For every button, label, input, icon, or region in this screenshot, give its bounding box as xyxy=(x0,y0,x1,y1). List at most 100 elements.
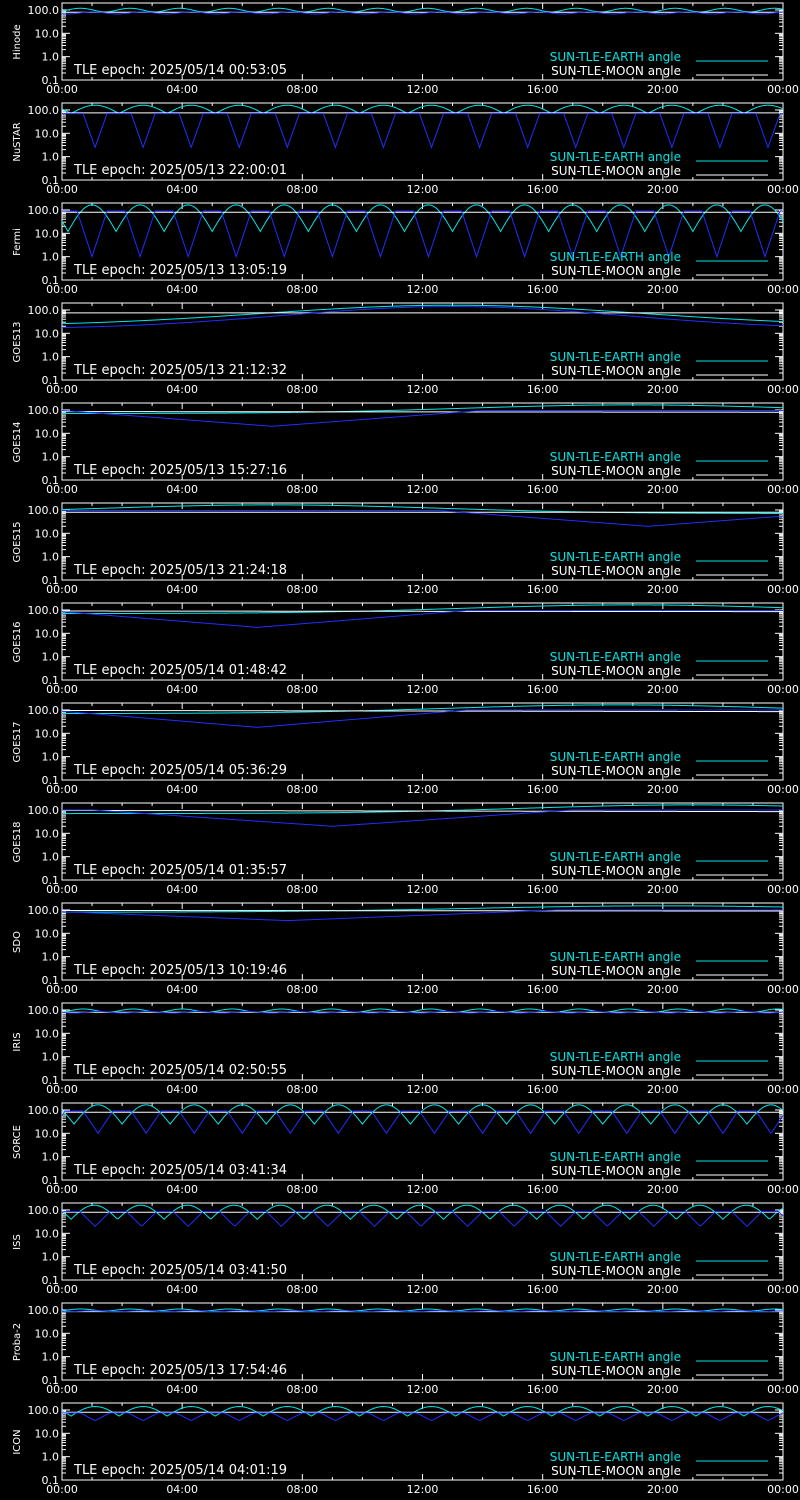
y-tick-label: 0.1 xyxy=(42,1074,60,1087)
x-tick-label: 00:00 xyxy=(767,1483,799,1496)
x-tick-label: 00:00 xyxy=(767,183,799,196)
x-tick-label: 16:00 xyxy=(527,983,559,996)
x-tick-label: 04:00 xyxy=(166,483,198,496)
x-tick-label: 00:00 xyxy=(767,883,799,896)
y-tick-label: 1.0 xyxy=(42,151,60,164)
x-tick-label: 00:00 xyxy=(46,783,78,796)
x-tick-label: 16:00 xyxy=(527,83,559,96)
y-tick-label: 10.0 xyxy=(35,827,60,840)
x-tick-label: 08:00 xyxy=(286,783,318,796)
x-tick-label: 16:00 xyxy=(527,283,559,296)
y-tick-label: 100.0 xyxy=(28,1004,60,1017)
legend-earth-label: SUN-TLE-EARTH angle xyxy=(550,50,681,64)
x-tick-label: 00:00 xyxy=(767,83,799,96)
x-tick-label: 00:00 xyxy=(767,1083,799,1096)
sun-tle-earth-line xyxy=(61,104,784,115)
tle-epoch-label: TLE epoch: 2025/05/13 22:00:01 xyxy=(73,163,287,178)
y-tick-label: 10.0 xyxy=(35,527,60,540)
x-tick-label: 16:00 xyxy=(527,583,559,596)
tle-epoch-label: TLE epoch: 2025/05/14 05:36:29 xyxy=(73,763,287,778)
x-tick-label: 08:00 xyxy=(286,1483,318,1496)
y-tick-label: 0.1 xyxy=(42,74,60,87)
satellite-axis-label: NuSTAR xyxy=(12,122,23,161)
y-tick-label: 100.0 xyxy=(28,4,60,17)
satellite-axis-label: IRIS xyxy=(12,1032,23,1051)
x-tick-label: 16:00 xyxy=(527,883,559,896)
legend-earth-label: SUN-TLE-EARTH angle xyxy=(550,1150,681,1164)
x-tick-label: 00:00 xyxy=(46,483,78,496)
legend-earth-label: SUN-TLE-EARTH angle xyxy=(550,450,681,464)
legend-earth-label: SUN-TLE-EARTH angle xyxy=(550,150,681,164)
satellite-axis-label: SORCE xyxy=(12,1125,23,1159)
x-tick-label: 00:00 xyxy=(767,1183,799,1196)
blue-angle-line xyxy=(61,306,784,329)
x-tick-label: 08:00 xyxy=(286,83,318,96)
satellite-axis-label: ICON xyxy=(12,1429,23,1454)
y-tick-label: 1.0 xyxy=(42,1251,60,1264)
y-tick-label: 10.0 xyxy=(35,1127,60,1140)
x-tick-label: 20:00 xyxy=(647,1083,679,1096)
x-tick-label: 08:00 xyxy=(286,1083,318,1096)
y-tick-label: 1.0 xyxy=(42,851,60,864)
x-tick-label: 00:00 xyxy=(46,683,78,696)
tle-epoch-label: TLE epoch: 2025/05/14 04:01:19 xyxy=(73,1463,287,1478)
y-tick-label: 0.1 xyxy=(42,874,60,887)
tle-epoch-label: TLE epoch: 2025/05/13 15:27:16 xyxy=(73,463,287,478)
x-tick-label: 12:00 xyxy=(407,683,439,696)
y-tick-label: 10.0 xyxy=(35,1327,60,1340)
x-tick-label: 20:00 xyxy=(647,583,679,596)
y-tick-label: 0.1 xyxy=(42,374,60,387)
x-tick-label: 20:00 xyxy=(647,1483,679,1496)
legend-earth-label: SUN-TLE-EARTH angle xyxy=(550,1250,681,1264)
x-tick-label: 12:00 xyxy=(407,283,439,296)
y-tick-label: 10.0 xyxy=(35,327,60,340)
blue-angle-line xyxy=(62,210,783,259)
x-tick-label: 00:00 xyxy=(46,983,78,996)
y-tick-label: 1.0 xyxy=(42,251,60,264)
satellite-axis-label: ISS xyxy=(12,1234,23,1250)
chart-panel-goes17: 100.010.01.00.100:00 04:00 08:00 12:00 16:00… xyxy=(12,702,799,796)
legend-moon-label: SUN-TLE-MOON angle xyxy=(551,764,681,778)
x-tick-label: 04:00 xyxy=(166,1483,198,1496)
sun-tle-earth-line xyxy=(61,1308,784,1312)
x-tick-label: 04:00 xyxy=(166,1283,198,1296)
x-tick-label: 00:00 xyxy=(767,383,799,396)
satellite-axis-label: GOES13 xyxy=(12,321,23,362)
blue-angle-line xyxy=(61,1211,784,1227)
y-tick-label: 10.0 xyxy=(35,927,60,940)
y-tick-label: 1.0 xyxy=(42,451,60,464)
y-tick-label: 100.0 xyxy=(28,304,60,317)
x-tick-label: 16:00 xyxy=(527,783,559,796)
x-tick-label: 16:00 xyxy=(527,183,559,196)
x-tick-label: 08:00 xyxy=(286,883,318,896)
x-tick-label: 00:00 xyxy=(46,1083,78,1096)
satellite-axis-label: GOES17 xyxy=(12,721,23,762)
x-tick-label: 08:00 xyxy=(286,683,318,696)
chart-panel-fermi: 100.010.01.00.100:00 04:00 08:00 12:00 16:00… xyxy=(12,202,799,296)
x-tick-label: 20:00 xyxy=(647,683,679,696)
y-tick-label: 1.0 xyxy=(42,551,60,564)
legend-moon-label: SUN-TLE-MOON angle xyxy=(551,1364,681,1378)
y-tick-label: 10.0 xyxy=(35,1227,60,1240)
blue-angle-line xyxy=(61,709,783,728)
x-tick-label: 08:00 xyxy=(286,383,318,396)
sun-tle-moon-line xyxy=(62,909,783,912)
x-tick-label: 20:00 xyxy=(647,983,679,996)
x-tick-label: 12:00 xyxy=(407,983,439,996)
chart-panel-sdo: 100.010.01.00.100:00 04:00 08:00 12:00 16:00… xyxy=(12,902,799,996)
legend-moon-label: SUN-TLE-MOON angle xyxy=(551,1464,681,1478)
x-tick-label: 04:00 xyxy=(166,983,198,996)
x-tick-label: 00:00 xyxy=(767,1383,799,1396)
x-tick-label: 00:00 xyxy=(46,1283,78,1296)
x-tick-label: 16:00 xyxy=(527,483,559,496)
sun-tle-earth-line xyxy=(61,204,784,233)
satellite-axis-label: SDO xyxy=(12,931,23,953)
chart-panel-nustar: 100.010.01.00.100:00 04:00 08:00 12:00 16:00… xyxy=(12,102,799,196)
x-tick-label: 12:00 xyxy=(407,1283,439,1296)
x-tick-label: 20:00 xyxy=(647,783,679,796)
y-tick-label: 10.0 xyxy=(35,1027,60,1040)
satellite-axis-label: Proba-2 xyxy=(12,1323,23,1361)
x-tick-label: 04:00 xyxy=(166,683,198,696)
y-tick-label: 100.0 xyxy=(28,1204,60,1217)
